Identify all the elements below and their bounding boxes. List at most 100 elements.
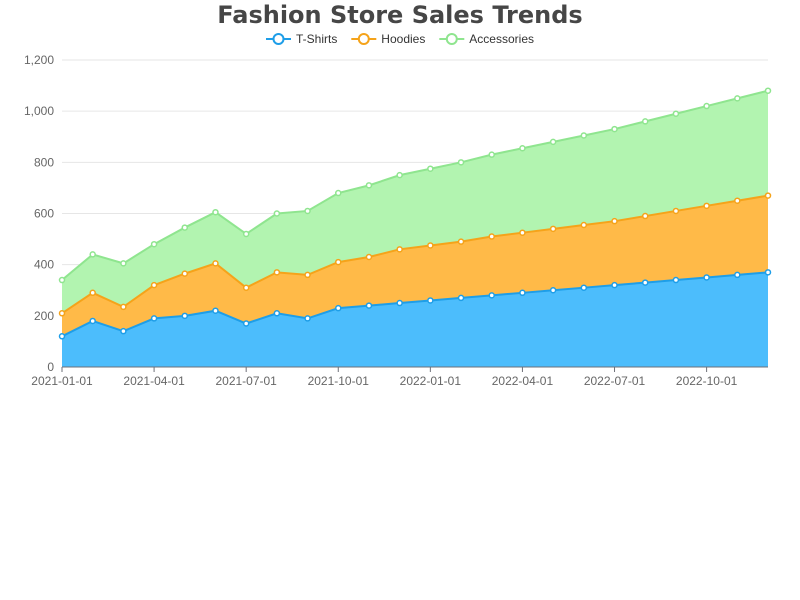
point-hoodies[interactable]	[304, 271, 311, 279]
legend-item-t-shirts[interactable]: T-Shirts	[266, 32, 337, 46]
point-t-shirts[interactable]	[212, 307, 219, 314]
point-accessories[interactable]	[703, 102, 710, 110]
point-hoodies[interactable]	[365, 253, 373, 261]
line-accessories	[61, 89, 769, 281]
point-t-shirts[interactable]	[488, 292, 495, 299]
point-accessories[interactable]	[150, 240, 158, 248]
point-hoodies[interactable]	[580, 221, 588, 229]
point-t-shirts[interactable]	[672, 276, 680, 284]
point-accessories[interactable]	[212, 208, 219, 216]
point-accessories[interactable]	[120, 260, 127, 267]
point-hoodies[interactable]	[703, 202, 710, 210]
legend-label: T-Shirts	[296, 32, 337, 46]
point-t-shirts[interactable]	[89, 317, 96, 325]
point-t-shirts[interactable]	[242, 320, 250, 327]
series-points	[58, 87, 772, 340]
point-accessories[interactable]	[335, 189, 342, 197]
area-hoodies	[62, 195, 768, 337]
y-tick-label: 600	[34, 207, 54, 221]
point-hoodies[interactable]	[242, 284, 250, 291]
point-t-shirts[interactable]	[273, 310, 281, 317]
point-accessories[interactable]	[641, 118, 649, 125]
point-accessories[interactable]	[242, 230, 250, 238]
point-hoodies[interactable]	[181, 270, 189, 277]
legend-marker	[357, 33, 370, 45]
point-accessories[interactable]	[427, 165, 434, 172]
point-accessories[interactable]	[549, 138, 557, 146]
point-t-shirts[interactable]	[519, 289, 526, 297]
point-hoodies[interactable]	[641, 212, 649, 220]
point-accessories[interactable]	[672, 110, 680, 117]
legend-item-hoodies[interactable]: Hoodies	[351, 32, 425, 46]
point-accessories[interactable]	[58, 276, 66, 284]
point-hoodies[interactable]	[120, 303, 127, 311]
point-hoodies[interactable]	[335, 258, 342, 266]
point-hoodies[interactable]	[58, 310, 66, 317]
x-tick-label: 2022-10-01	[676, 374, 738, 388]
point-hoodies[interactable]	[488, 233, 495, 240]
point-t-shirts[interactable]	[120, 327, 127, 335]
area-accessories	[62, 90, 768, 314]
point-hoodies[interactable]	[764, 192, 772, 199]
y-tick-label: 800	[34, 155, 54, 169]
y-tick-label: 400	[34, 258, 54, 272]
point-accessories[interactable]	[519, 145, 526, 152]
point-hoodies[interactable]	[672, 207, 680, 215]
point-hoodies[interactable]	[457, 238, 465, 245]
point-accessories[interactable]	[273, 210, 281, 217]
point-t-shirts[interactable]	[580, 284, 588, 291]
point-t-shirts[interactable]	[58, 333, 66, 340]
point-accessories[interactable]	[89, 251, 96, 258]
point-t-shirts[interactable]	[427, 297, 434, 304]
point-hoodies[interactable]	[273, 269, 281, 276]
point-t-shirts[interactable]	[457, 294, 465, 302]
point-t-shirts[interactable]	[703, 274, 710, 281]
point-hoodies[interactable]	[519, 229, 526, 236]
y-tick-label: 1,200	[24, 53, 54, 67]
point-accessories[interactable]	[457, 159, 465, 166]
x-tick-label: 2022-07-01	[584, 374, 646, 388]
point-accessories[interactable]	[488, 151, 495, 158]
x-tick-label: 2021-01-01	[31, 374, 93, 388]
series-lines	[61, 89, 769, 338]
point-t-shirts[interactable]	[304, 315, 311, 322]
line-hoodies	[61, 194, 769, 315]
point-hoodies[interactable]	[549, 225, 557, 233]
point-accessories[interactable]	[181, 224, 189, 231]
x-tick-label: 2022-04-01	[492, 374, 554, 388]
point-t-shirts[interactable]	[365, 302, 373, 309]
point-t-shirts[interactable]	[641, 279, 649, 286]
point-hoodies[interactable]	[427, 242, 434, 249]
point-t-shirts[interactable]	[150, 315, 158, 322]
point-hoodies[interactable]	[734, 197, 741, 204]
legend-item-accessories[interactable]: Accessories	[439, 32, 534, 46]
point-accessories[interactable]	[396, 171, 403, 179]
point-accessories[interactable]	[365, 182, 373, 189]
point-t-shirts[interactable]	[611, 281, 618, 289]
point-accessories[interactable]	[734, 95, 741, 102]
line-t-shirts	[61, 271, 769, 338]
legend-label: Hoodies	[381, 32, 425, 46]
point-accessories[interactable]	[611, 125, 618, 133]
legend-marker	[272, 33, 285, 45]
point-hoodies[interactable]	[611, 217, 618, 225]
point-t-shirts[interactable]	[335, 304, 342, 312]
y-tick-label: 0	[47, 360, 54, 374]
point-hoodies[interactable]	[212, 260, 219, 267]
legend-marker	[445, 33, 458, 45]
point-accessories[interactable]	[304, 207, 311, 215]
legend: T-Shirts Hoodies Accessories	[266, 32, 534, 46]
point-t-shirts[interactable]	[549, 287, 557, 294]
point-t-shirts[interactable]	[734, 271, 741, 279]
point-hoodies[interactable]	[89, 289, 96, 297]
point-hoodies[interactable]	[150, 281, 158, 289]
point-accessories[interactable]	[764, 87, 772, 94]
point-t-shirts[interactable]	[396, 299, 403, 307]
series-areas	[62, 90, 768, 367]
point-t-shirts[interactable]	[764, 269, 772, 276]
point-t-shirts[interactable]	[181, 312, 189, 320]
point-hoodies[interactable]	[396, 246, 403, 253]
axes: 0 200 400 600 800 1,000 1,200 2021-01-01 2021-04…	[24, 53, 768, 388]
point-accessories[interactable]	[580, 132, 588, 139]
